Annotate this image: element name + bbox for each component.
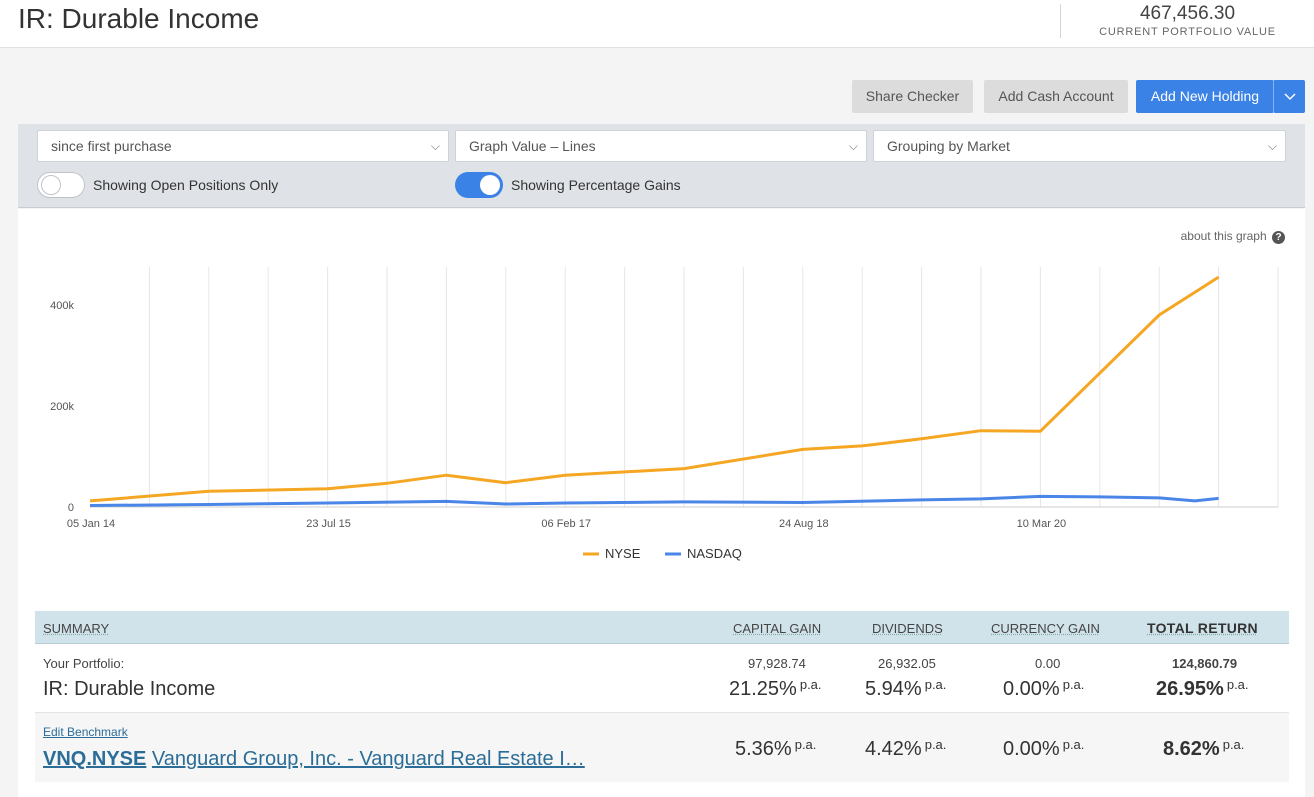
total-return-pct: 26.95% p.a.	[1156, 677, 1249, 701]
total-return-pct-value: 26.95%	[1156, 678, 1224, 700]
capital-gain-pct: 21.25% p.a.	[729, 677, 822, 701]
benchmark-ticker-link[interactable]: VNQ.NYSE	[43, 748, 147, 770]
capital-gain-value: 97,928.74	[748, 656, 806, 671]
x-tick-label: 10 Mar 20	[1017, 518, 1067, 530]
portfolio-summary-row: Your Portfolio: IR: Durable Income 97,92…	[35, 644, 1289, 713]
edit-benchmark-link[interactable]: Edit Benchmark	[43, 725, 128, 739]
chevron-down-icon	[1283, 93, 1296, 101]
pa-suffix: p.a.	[924, 677, 947, 692]
benchmark-capital-gain-value: 5.36%	[735, 738, 792, 760]
dividends-value: 26,932.05	[878, 656, 936, 671]
portfolio-value-caption: CURRENT PORTFOLIO VALUE	[1099, 26, 1276, 38]
your-portfolio-label: Your Portfolio:	[43, 656, 125, 671]
open-positions-label: Showing Open Positions Only	[93, 177, 279, 193]
filter-bar: since first purchase ⌵ Graph Value – Lin…	[18, 124, 1305, 208]
x-tick-label: 05 Jan 14	[67, 518, 115, 530]
benchmark-fund-link[interactable]: Vanguard Group, Inc. - Vanguard Real Est…	[151, 748, 585, 770]
about-graph-link[interactable]: about this graph ?	[1181, 229, 1285, 244]
add-new-holding-button[interactable]: Add New Holding	[1136, 80, 1274, 113]
chevron-down-icon: ⌵	[430, 139, 440, 153]
y-tick-label: 0	[68, 502, 74, 514]
benchmark-total-return-pct: 8.62% p.a.	[1163, 737, 1244, 761]
pa-suffix: p.a.	[1062, 677, 1085, 692]
capital-gain-pct-value: 21.25%	[729, 678, 797, 700]
legend-label: NASDAQ	[687, 546, 742, 561]
chevron-down-icon: ⌵	[1267, 139, 1277, 153]
add-cash-account-button[interactable]: Add Cash Account	[984, 80, 1128, 113]
currency-gain-pct-value: 0.00%	[1003, 678, 1060, 700]
graph-type-select-value: Graph Value – Lines	[469, 138, 596, 154]
benchmark-name: VNQ.NYSE Vanguard Group, Inc. - Vanguard…	[43, 748, 585, 771]
pa-suffix: p.a.	[794, 737, 817, 752]
benchmark-dividends-value: 4.42%	[865, 738, 922, 760]
y-tick-label: 400k	[50, 300, 74, 312]
series-line-nasdaq	[89, 494, 1219, 507]
pa-suffix: p.a.	[1062, 737, 1085, 752]
currency-gain-value: 0.00	[1035, 656, 1061, 671]
graph-type-select[interactable]: Graph Value – Lines ⌵	[455, 130, 867, 162]
chevron-down-icon: ⌵	[848, 139, 858, 153]
add-holding-dropdown-button[interactable]	[1273, 80, 1305, 113]
benchmark-capital-gain-pct: 5.36% p.a.	[735, 737, 816, 761]
toggle-knob	[480, 175, 500, 195]
dividends-header[interactable]: DIVIDENDS	[872, 621, 943, 636]
benchmark-currency-gain-pct: 0.00% p.a.	[1003, 737, 1084, 761]
portfolio-value-box: 467,456.30 CURRENT PORTFOLIO VALUE	[1060, 4, 1314, 38]
page-title: IR: Durable Income	[18, 3, 260, 34]
pa-suffix: p.a.	[1226, 677, 1249, 692]
series-line-nyse	[89, 275, 1220, 503]
summary-header-row: SUMMARY CAPITAL GAIN DIVIDENDS CURRENCY …	[35, 611, 1289, 644]
y-tick-label: 200k	[50, 401, 74, 413]
period-select-value: since first purchase	[51, 138, 172, 154]
benchmark-dividends-pct: 4.42% p.a.	[865, 737, 946, 761]
portfolio-summary-name: IR: Durable Income	[43, 678, 216, 700]
open-positions-toggle[interactable]	[37, 172, 85, 198]
share-checker-button[interactable]: Share Checker	[852, 80, 973, 113]
dividends-pct-value: 5.94%	[865, 678, 922, 700]
total-return-header[interactable]: TOTAL RETURN	[1147, 620, 1258, 636]
about-graph-label: about this graph	[1180, 229, 1267, 243]
x-tick-label: 24 Aug 18	[779, 518, 829, 530]
benchmark-total-return-value: 8.62%	[1163, 738, 1220, 760]
total-return-value: 124,860.79	[1172, 656, 1238, 671]
top-bar: IR: Durable Income 467,456.30 CURRENT PO…	[0, 0, 1314, 48]
performance-chart: 0 200k 400k 05 Jan 14 23 Jul 15 06 Feb 17 24 A…	[50, 267, 1279, 561]
x-tick-label: 06 Feb 17	[541, 518, 591, 530]
percentage-gains-label: Showing Percentage Gains	[511, 177, 681, 193]
pa-suffix: p.a.	[1222, 737, 1245, 752]
x-tick-label: 23 Jul 15	[306, 518, 351, 530]
summary-table: SUMMARY CAPITAL GAIN DIVIDENDS CURRENCY …	[35, 611, 1289, 782]
portfolio-value: 467,456.30	[1139, 3, 1236, 24]
period-select[interactable]: since first purchase ⌵	[37, 130, 449, 162]
summary-header: SUMMARY	[43, 621, 110, 636]
grouping-select[interactable]: Grouping by Market ⌵	[873, 130, 1286, 162]
toggle-knob	[41, 175, 61, 195]
percentage-gains-toggle[interactable]	[455, 172, 503, 198]
currency-gain-pct: 0.00% p.a.	[1003, 677, 1084, 701]
pa-suffix: p.a.	[799, 677, 822, 692]
capital-gain-header[interactable]: CAPITAL GAIN	[733, 621, 822, 636]
currency-gain-header[interactable]: CURRENCY GAIN	[991, 621, 1100, 636]
benchmark-currency-gain-value: 0.00%	[1003, 738, 1060, 760]
dividends-pct: 5.94% p.a.	[865, 677, 946, 701]
help-icon: ?	[1272, 231, 1285, 244]
pa-suffix: p.a.	[924, 737, 947, 752]
legend-label: NYSE	[605, 546, 641, 561]
grouping-select-value: Grouping by Market	[887, 138, 1010, 154]
benchmark-summary-row: Edit Benchmark VNQ.NYSE Vanguard Group, …	[35, 713, 1289, 782]
